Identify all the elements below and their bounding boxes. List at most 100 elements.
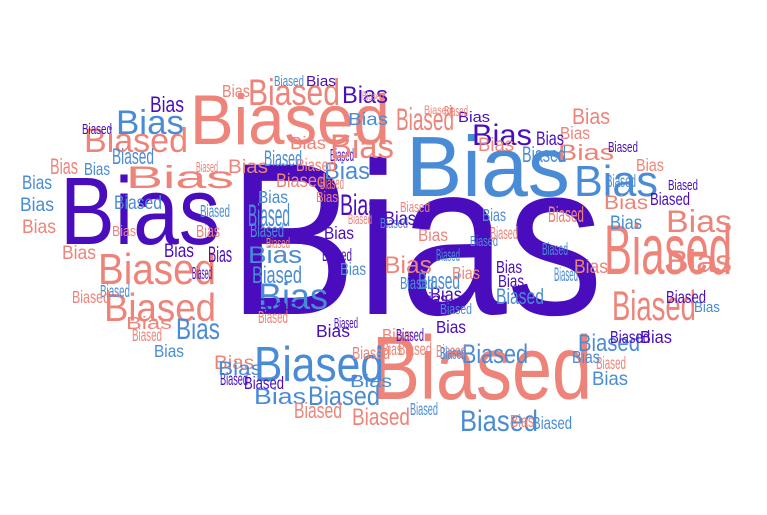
cloud-word: Biased — [396, 101, 454, 138]
cloud-word: Bias — [22, 216, 56, 239]
cloud-word: Biased — [424, 102, 452, 117]
cloud-word: Bias — [62, 242, 96, 265]
cloud-word: Bias — [218, 358, 263, 381]
cloud-word: Biased — [320, 173, 345, 193]
cloud-word: Bias — [384, 208, 417, 231]
cloud-word: Biased — [650, 189, 690, 209]
cloud-word: Biased — [554, 264, 578, 287]
cloud-word: Biased — [666, 287, 706, 307]
cloud-word: Bias — [126, 313, 172, 333]
cloud-word: Bias — [636, 155, 665, 175]
cloud-word: Biased — [470, 234, 498, 251]
cloud-word: Biased — [330, 145, 355, 165]
cloud-word: Biased — [200, 201, 230, 221]
cloud-word: Biased — [522, 142, 566, 168]
cloud-word: Biased — [398, 339, 432, 359]
cloud-word: Bias — [666, 243, 733, 280]
cloud-word: Biased — [348, 212, 372, 229]
cloud-word: Biased — [548, 202, 584, 228]
cloud-word: Biased — [334, 316, 358, 333]
cloud-word: Bias — [164, 240, 194, 263]
cloud-word: Biased — [436, 341, 466, 361]
cloud-word: Biased — [276, 170, 327, 193]
cloud-word: Bias — [196, 221, 220, 241]
cloud-word: Biased — [250, 220, 285, 243]
cloud-word: Bias — [498, 271, 525, 291]
cloud-word: Biased — [264, 146, 302, 172]
cloud-word: Bias — [116, 103, 184, 142]
cloud-word: Biased — [606, 171, 636, 191]
cloud-word: Bias — [258, 276, 328, 318]
cloud-word: Bias — [228, 156, 268, 179]
cloud-word: Bias — [348, 109, 389, 129]
cloud-word: Bias — [536, 128, 564, 151]
cloud-word: Biased — [192, 263, 212, 283]
cloud-word: Biased — [248, 197, 290, 234]
cloud-word: Bias — [20, 194, 54, 217]
cloud-word: Bias — [574, 157, 658, 207]
cloud-word: Biased — [462, 339, 528, 370]
cloud-word: Bias — [350, 371, 393, 391]
cloud-word: Biased — [436, 245, 461, 265]
cloud-word: Biased — [410, 399, 438, 419]
cloud-word: Bias — [572, 347, 601, 367]
cloud-word: Bias — [316, 321, 350, 341]
cloud-word: Bias — [208, 242, 233, 268]
cloud-word: Biased — [252, 261, 302, 289]
cloud-word: Bias — [258, 187, 289, 207]
cloud-word: Biased — [400, 273, 434, 293]
cloud-word: Bias — [112, 224, 136, 241]
cloud-word: Bias — [458, 110, 490, 127]
cloud-word: Biased — [114, 192, 162, 215]
cloud-word: Biased — [610, 327, 650, 347]
cloud-word: Biased — [668, 178, 698, 195]
cloud-word: Bias — [228, 117, 604, 361]
cloud-word: Bias — [592, 368, 628, 391]
cloud-word: Biased — [132, 325, 162, 345]
cloud-word: Biased — [496, 284, 544, 310]
cloud-word: Bias — [324, 157, 370, 185]
cloud-word: Biased — [72, 287, 111, 307]
cloud-word: Biased — [254, 338, 384, 393]
cloud-word: Bias — [340, 188, 378, 222]
cloud-word: Biased — [294, 398, 342, 424]
cloud-word: Bias — [50, 154, 78, 180]
cloud-word: Biased — [266, 236, 290, 253]
cloud-word: Biased — [98, 245, 217, 295]
cloud-word: Biased — [418, 267, 460, 295]
cloud-word: Biased — [608, 140, 638, 157]
cloud-word: Biased — [244, 373, 284, 393]
cloud-word: Bias — [610, 212, 643, 235]
cloud-word: Bias — [572, 104, 611, 130]
cloud-word: Biased — [578, 329, 640, 357]
cloud-word: Bias — [430, 284, 463, 307]
cloud-word: Biased — [196, 160, 218, 177]
cloud-word: Biased — [258, 307, 288, 327]
cloud-word: Bias — [496, 257, 523, 277]
cloud-word: Bias — [384, 251, 432, 279]
cloud-word: Biased — [100, 281, 130, 301]
cloud-word: Bias — [560, 123, 591, 143]
cloud-word: Biased — [380, 216, 408, 233]
cloud-word: Biased — [274, 74, 304, 91]
cloud-word: Bias — [574, 256, 608, 279]
cloud-word: Bias — [640, 327, 673, 347]
cloud-word: Biased — [440, 343, 467, 363]
cloud-word: Bias — [604, 192, 649, 215]
cloud-word: Biased — [248, 72, 340, 114]
cloud-word: Bias — [214, 352, 254, 375]
cloud-word: Biased — [112, 144, 155, 170]
cloud-word: Bias — [418, 225, 449, 245]
cloud-word: Biased — [190, 80, 390, 160]
cloud-word: Biased — [604, 210, 733, 290]
cloud-word: Biased — [444, 104, 468, 121]
cloud-word: Bias — [290, 133, 326, 153]
cloud-word: Bias — [510, 411, 534, 431]
cloud-word: Bias — [342, 81, 388, 109]
cloud-word: Bias — [558, 140, 615, 166]
cloud-word: Bias — [478, 134, 514, 157]
cloud-word: Bias — [418, 289, 449, 309]
cloud-word: Bias — [666, 203, 733, 240]
cloud-word: Biased — [400, 200, 430, 217]
cloud-word: Biased — [220, 369, 248, 389]
